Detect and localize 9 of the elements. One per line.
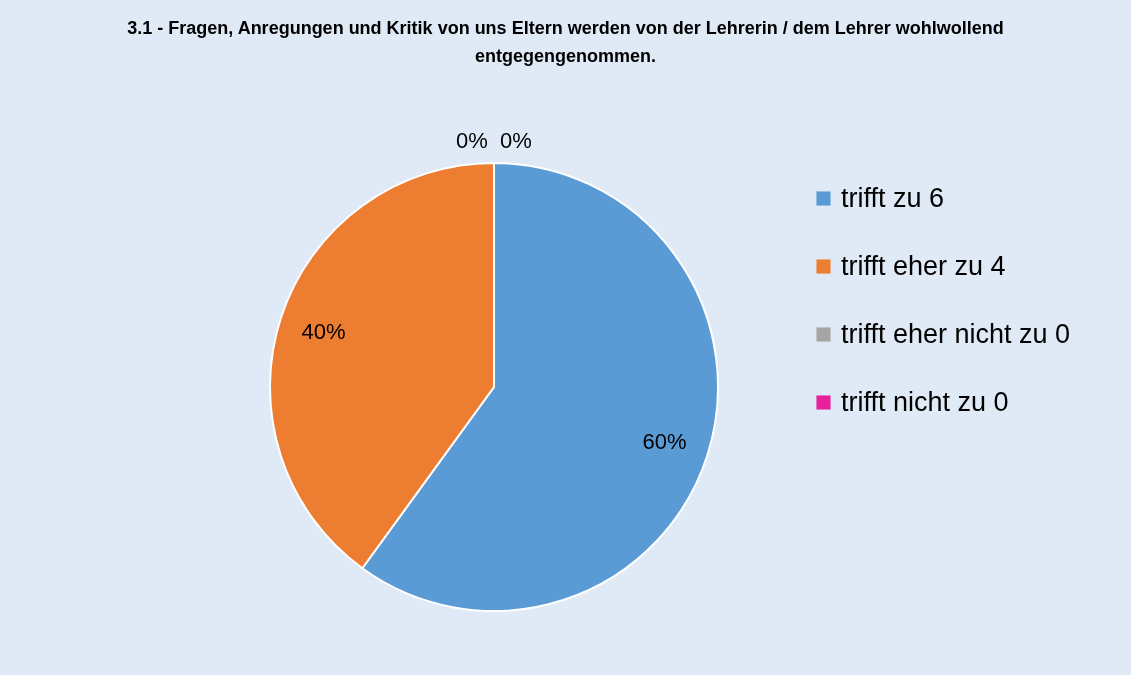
text: 0% [456, 128, 488, 153]
text: 0% [500, 128, 532, 153]
legend-label: trifft nicht zu 0 [841, 386, 1009, 417]
legend-label: trifft eher nicht zu 0 [841, 318, 1071, 349]
data-label: 40% [301, 318, 346, 344]
legend-label: trifft eher zu 4 [841, 250, 1006, 281]
legend-label: trifft zu 6 [841, 182, 945, 213]
data-label: 60% [642, 429, 687, 455]
chart-title: 3.1 - Fragen, Anregungen und Kritik von uns Eltern werden von der Lehrerin / dem Lehrer wohlwollend entgegengenommen. [126, 17, 1005, 68]
